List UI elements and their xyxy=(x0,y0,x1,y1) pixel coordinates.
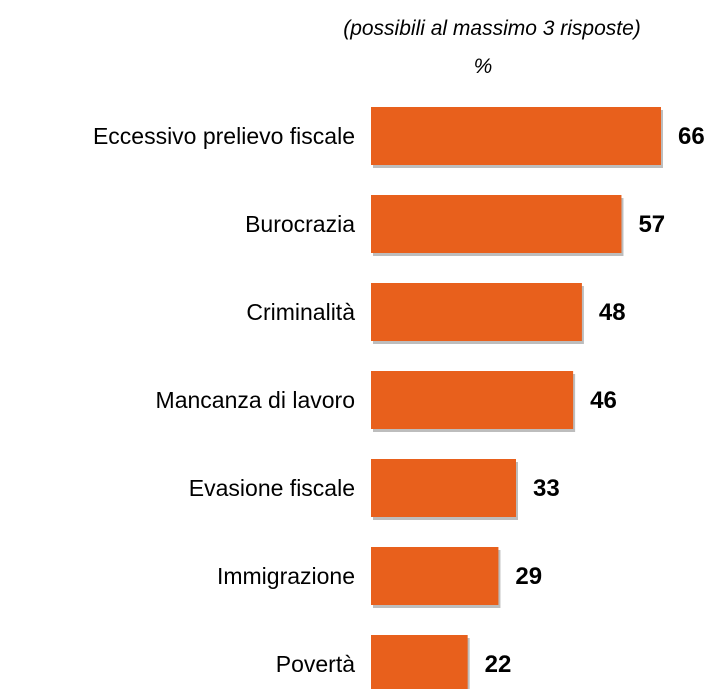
bars-group: Eccessivo prelievo fiscale 66 Burocrazia 57… xyxy=(93,107,705,689)
bar xyxy=(371,195,622,253)
bar xyxy=(371,635,468,689)
category-label: Criminalità xyxy=(246,299,355,325)
bar xyxy=(371,371,574,429)
value-label: 48 xyxy=(599,299,626,326)
value-label: 46 xyxy=(590,387,617,414)
value-label: 57 xyxy=(638,211,665,238)
category-label: Immigrazione xyxy=(217,563,355,589)
category-label: Eccessivo prelievo fiscale xyxy=(93,123,355,149)
bar xyxy=(371,283,582,341)
chart-unit-label: % xyxy=(474,55,493,78)
bar xyxy=(371,459,516,517)
value-label: 29 xyxy=(515,563,542,590)
category-label: Mancanza di lavoro xyxy=(156,387,355,413)
chart-subtitle: (possibili al massimo 3 risposte) xyxy=(343,17,641,40)
category-label: Povertà xyxy=(276,651,355,677)
value-label: 22 xyxy=(485,651,512,678)
value-label: 66 xyxy=(678,123,705,150)
category-label: Burocrazia xyxy=(245,211,355,237)
bar xyxy=(371,547,499,605)
value-label: 33 xyxy=(533,475,560,502)
category-label: Evasione fiscale xyxy=(189,475,355,501)
bar xyxy=(371,107,661,165)
